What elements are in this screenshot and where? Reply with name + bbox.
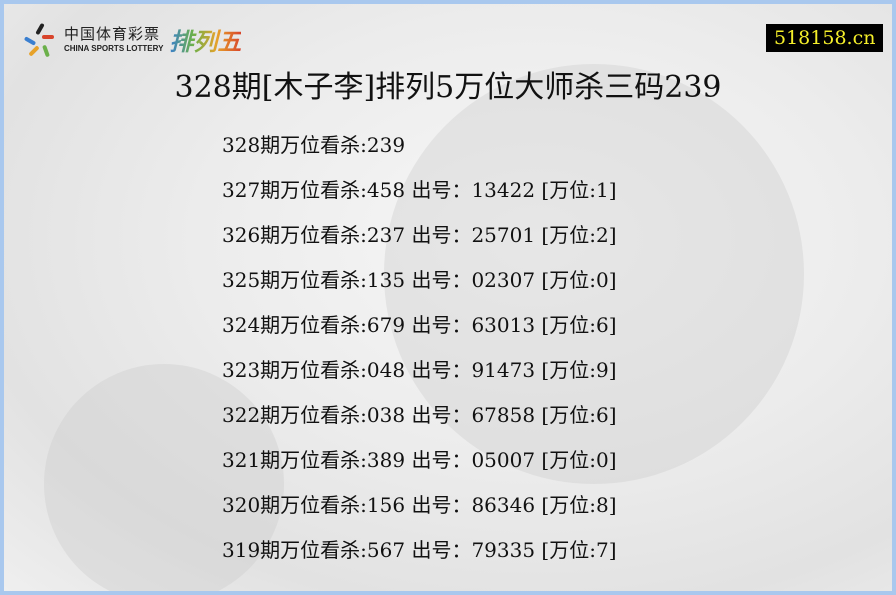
- list-item: 326期万位看杀:237 出号：25701 [万位:2]: [222, 223, 617, 247]
- logo-product: 排列五: [169, 22, 241, 57]
- background-decoration: [384, 64, 804, 484]
- list-item: 321期万位看杀:389 出号：05007 [万位:0]: [222, 448, 617, 472]
- list-item: 328期万位看杀:239: [222, 133, 406, 157]
- logo-english: CHINA SPORTS LOTTERY: [64, 43, 164, 53]
- site-badge: 518158.cn: [766, 24, 884, 52]
- lottery-logo: 中国体育彩票 CHINA SPORTS LOTTERY 排列五: [22, 22, 241, 57]
- list-item: 323期万位看杀:048 出号：91473 [万位:9]: [222, 358, 617, 382]
- list-item: 320期万位看杀:156 出号：86346 [万位:8]: [222, 493, 617, 517]
- prediction-list: 328期万位看杀:239 327期万位看杀:458 出号：13422 [万位:1…: [222, 130, 617, 580]
- lottery-logo-icon: [22, 22, 56, 57]
- list-item: 327期万位看杀:458 出号：13422 [万位:1]: [222, 178, 617, 202]
- list-item: 322期万位看杀:038 出号：67858 [万位:6]: [222, 403, 617, 427]
- background-decoration: [44, 364, 284, 591]
- page-title: 328期[木子李]排列5万位大师杀三码239: [174, 70, 722, 105]
- logo-chinese: 中国体育彩票: [64, 24, 161, 43]
- list-item: 324期万位看杀:679 出号：63013 [万位:6]: [222, 313, 617, 337]
- list-item: 325期万位看杀:135 出号：02307 [万位:0]: [222, 268, 617, 292]
- list-item: 319期万位看杀:567 出号：79335 [万位:7]: [222, 538, 617, 562]
